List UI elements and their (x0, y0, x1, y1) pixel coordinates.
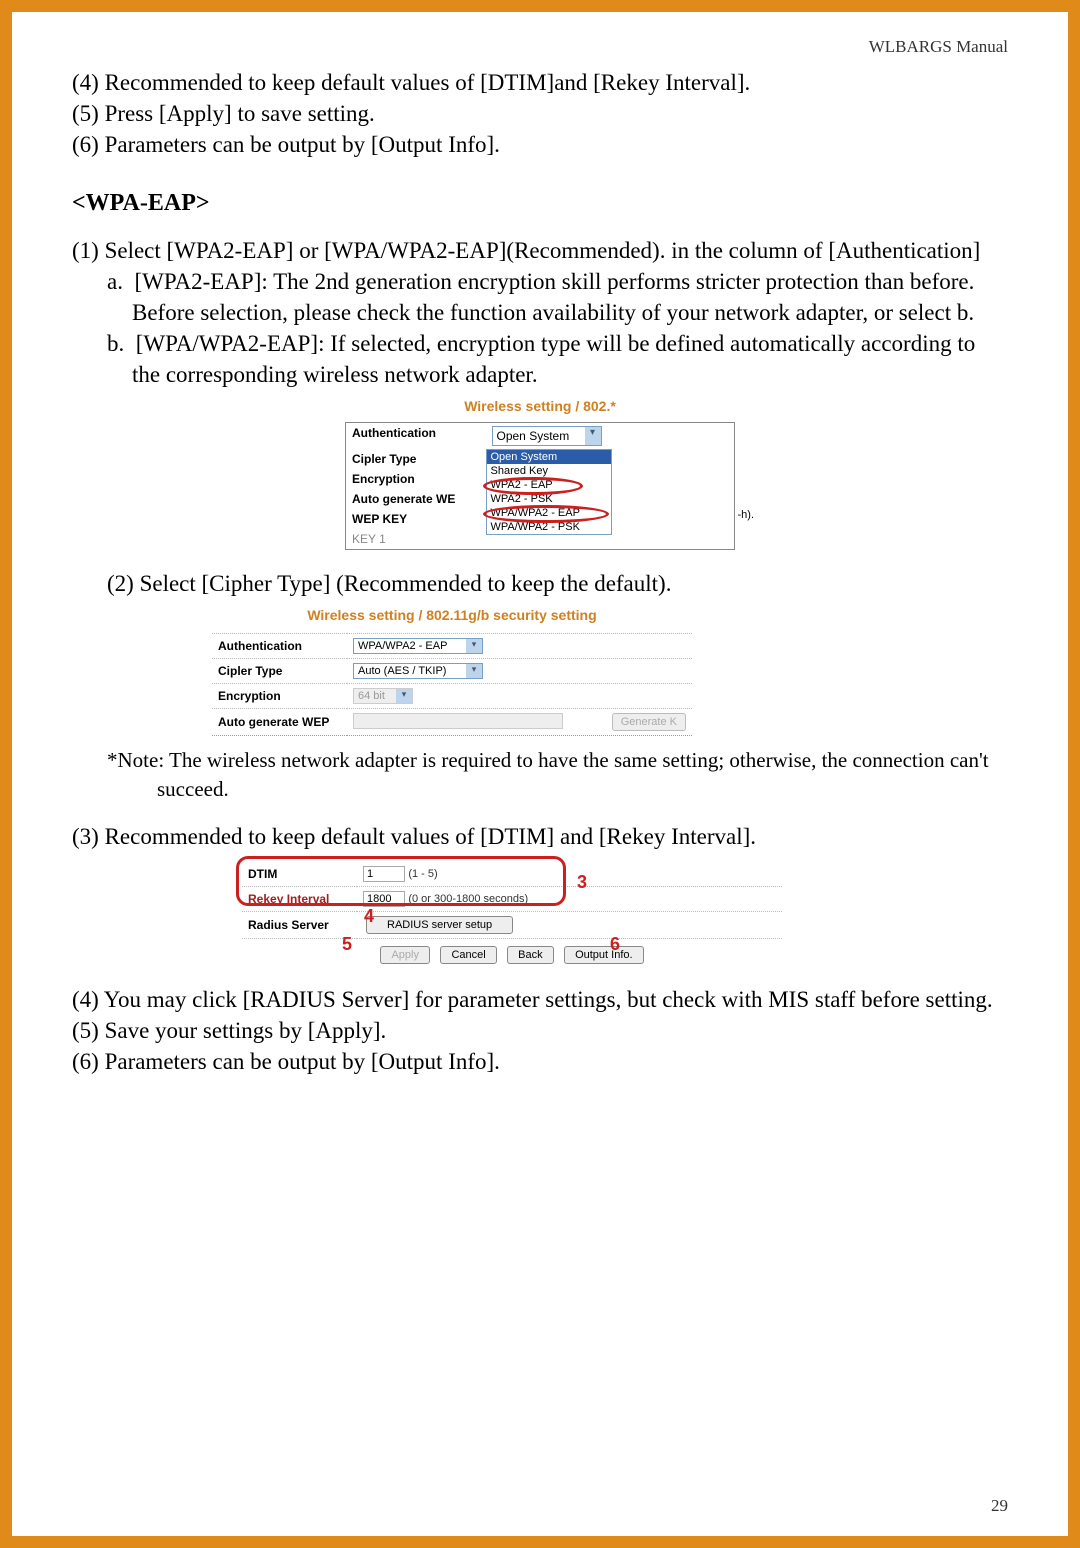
rekey-input[interactable]: 1800 (363, 891, 405, 907)
dd-item-open-system[interactable]: Open System (487, 450, 611, 464)
step2-text: (2) Select [Cipher Type] (Recommended to… (107, 568, 1008, 599)
step4-text: (4) You may click [RADIUS Server] for pa… (72, 984, 1008, 1015)
header-manual-label: WLBARGS Manual (72, 37, 1008, 57)
fig2-cipher-label: Cipler Type (212, 659, 347, 684)
fig1-caption: Wireless setting / 802.* (345, 398, 735, 414)
rekey-range: (0 or 300-1800 seconds) (408, 893, 528, 905)
fig2-auth-value: WPA/WPA2 - EAP (358, 640, 447, 652)
step6-text: (6) Parameters can be output by [Output … (72, 1046, 1008, 1077)
fig2-auth-select[interactable]: WPA/WPA2 - EAP ▾ (353, 638, 483, 654)
fig1-key1-label: KEY 1 (346, 529, 486, 550)
fig1-suffix: -h). (738, 509, 755, 521)
fig2-autogen-label: Auto generate WEP (212, 709, 347, 736)
dd-item-shared-key[interactable]: Shared Key (487, 464, 611, 478)
section-title-wpa-eap: <WPA-EAP> (72, 190, 1008, 217)
note-block: *Note: The wireless network adapter is r… (72, 746, 1008, 803)
closing-steps: (4) You may click [RADIUS Server] for pa… (72, 984, 1008, 1077)
auth-dropdown-value: Open System (497, 429, 570, 443)
fig3-rekey-label: Rekey Interval (242, 887, 357, 912)
dd-item-wpa2-eap[interactable]: WPA2 - EAP (487, 478, 611, 492)
fig2-auth-label: Authentication (212, 634, 347, 659)
step-3: (3) Recommended to keep default values o… (72, 821, 1008, 852)
marker-3: 3 (577, 872, 587, 893)
fig2-cipher-value: Auto (AES / TKIP) (358, 665, 446, 677)
step5-text: (5) Save your settings by [Apply]. (72, 1015, 1008, 1046)
fig2-autogen-input (353, 713, 563, 729)
intro-block: (4) Recommended to keep default values o… (72, 67, 1008, 160)
fig2-table: Authentication WPA/WPA2 - EAP ▾ Cipler Ty… (212, 633, 692, 736)
generate-button[interactable]: Generate K (612, 713, 686, 731)
fig3-dtim-label: DTIM (242, 862, 357, 887)
marker-4: 4 (364, 906, 374, 927)
dtim-range: (1 - 5) (408, 868, 437, 880)
fig3-table: DTIM 1 (1 - 5) Rekey Interval 1800 (0 or… (242, 862, 782, 939)
fig1-table: Authentication Open System ▾ Cipler Type… (345, 422, 735, 550)
chevron-down-icon: ▾ (466, 664, 482, 678)
dd-item-wpa2-psk[interactable]: WPA2 - PSK (487, 492, 611, 506)
fig1-autogen-label: Auto generate WE (346, 489, 486, 509)
fig1-enc-label: Encryption (346, 469, 486, 489)
dtim-input[interactable]: 1 (363, 866, 405, 882)
auth-dropdown-list[interactable]: Open System Shared Key WPA2 - EAP WPA2 -… (486, 449, 612, 535)
fig3-button-row: Apply Cancel Back Output Info. (242, 945, 782, 964)
step3-text: (3) Recommended to keep default values o… (72, 821, 1008, 852)
fig2-enc-label: Encryption (212, 684, 347, 709)
fig1-auth-label: Authentication (346, 423, 486, 450)
fig1-wepkey-label: WEP KEY (346, 509, 486, 529)
intro-line-4: (4) Recommended to keep default values o… (72, 67, 1008, 98)
fig1-cipher-label: Cipler Type (346, 449, 486, 469)
marker-5: 5 (342, 934, 352, 955)
chevron-down-icon: ▾ (396, 689, 412, 703)
dd-item-wpawpa2-eap[interactable]: WPA/WPA2 - EAP (487, 506, 611, 520)
back-button[interactable]: Back (507, 946, 553, 964)
fig2-enc-select: 64 bit ▾ (353, 688, 413, 704)
dd-item-wpawpa2-psk[interactable]: WPA/WPA2 - PSK (487, 520, 611, 534)
fig2-caption: Wireless setting / 802.11g/b security se… (212, 607, 692, 623)
chevron-down-icon: ▾ (585, 427, 601, 445)
step1-text: (1) Select [WPA2-EAP] or [WPA/WPA2-EAP](… (72, 235, 1008, 266)
auth-dropdown[interactable]: Open System ▾ (492, 426, 602, 446)
radius-setup-button[interactable]: RADIUS server setup (366, 916, 513, 934)
fig3-radius-label: Radius Server (242, 912, 357, 939)
apply-button[interactable]: Apply (380, 946, 430, 964)
note-text: *Note: The wireless network adapter is r… (107, 746, 1008, 803)
figure-auth-dropdown: Wireless setting / 802.* Authentication … (345, 398, 735, 550)
intro-line-6: (6) Parameters can be output by [Output … (72, 129, 1008, 160)
manual-page: WLBARGS Manual (4) Recommended to keep d… (12, 12, 1068, 1536)
page-number: 29 (991, 1496, 1008, 1516)
fig2-cipher-select[interactable]: Auto (AES / TKIP) ▾ (353, 663, 483, 679)
cancel-button[interactable]: Cancel (440, 946, 496, 964)
step-1: (1) Select [WPA2-EAP] or [WPA/WPA2-EAP](… (72, 235, 1008, 390)
figure-dtim-rekey: 3 4 5 6 DTIM 1 (1 - 5) Rekey Interval 18… (242, 862, 782, 964)
output-info-button[interactable]: Output Info. (564, 946, 643, 964)
figure-cipher-type: Wireless setting / 802.11g/b security se… (212, 607, 692, 736)
marker-6: 6 (610, 934, 620, 955)
chevron-down-icon: ▾ (466, 639, 482, 653)
intro-line-5: (5) Press [Apply] to save setting. (72, 98, 1008, 129)
step1-b: b. [WPA/WPA2-EAP]: If selected, encrypti… (107, 328, 1008, 390)
step1-a: a. [WPA2-EAP]: The 2nd generation encryp… (107, 266, 1008, 328)
step-2: (2) Select [Cipher Type] (Recommended to… (72, 568, 1008, 599)
fig2-enc-value: 64 bit (358, 690, 385, 702)
